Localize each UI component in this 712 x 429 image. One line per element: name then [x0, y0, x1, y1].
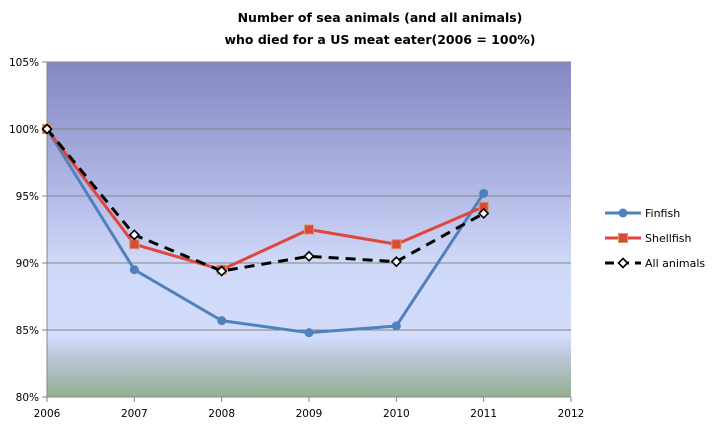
x-tick-label: 2007 [121, 408, 148, 420]
legend-item-all-animals: All animals [605, 257, 705, 270]
legend-item-finfish: Finfish [605, 207, 680, 220]
data-point-finfish [304, 328, 314, 338]
x-axis: 2006 2007 2008 2009 2010 2011 2012 [34, 396, 585, 420]
y-tick-label: 105% [9, 57, 39, 69]
data-point-all-animals [216, 265, 228, 277]
data-point-finfish [129, 265, 139, 275]
y-tick-label: 90% [16, 258, 39, 270]
legend-swatch-marker [617, 257, 629, 269]
y-tick-label: 95% [16, 191, 39, 203]
data-point-all-animals [303, 250, 315, 262]
series-all-animals [41, 123, 490, 277]
data-point-all-animals [128, 229, 140, 241]
y-tick-label: 85% [16, 325, 39, 337]
chart-title-line-1: Number of sea animals (and all animals) [238, 10, 523, 25]
series-line-all-animals [45, 128, 485, 273]
y-axis: 80% 85% 90% 95% 100% 105% [9, 57, 48, 404]
data-point-shellfish [304, 224, 314, 235]
legend-swatch-marker [618, 233, 628, 243]
data-point-shellfish [129, 239, 140, 250]
data-point-shellfish [391, 239, 402, 250]
legend-item-shellfish: Shellfish [605, 232, 691, 245]
x-tick-label: 2008 [208, 408, 235, 420]
data-point-finfish [217, 316, 227, 326]
x-tick-label: 2009 [296, 408, 323, 420]
legend-swatch-marker [618, 208, 628, 218]
legend: Finfish Shellfish All animals [605, 207, 705, 270]
y-tick-label: 100% [9, 124, 39, 136]
x-tick-label: 2012 [558, 408, 585, 420]
legend-label: Finfish [645, 207, 680, 220]
data-point-all-animals [478, 207, 490, 220]
x-tick-label: 2006 [34, 408, 61, 420]
data-point-finfish [479, 188, 489, 198]
x-tick-label: 2011 [470, 408, 497, 420]
legend-label: Shellfish [645, 232, 691, 245]
series-line-shellfish [45, 128, 485, 272]
series-layer [41, 123, 490, 338]
legend-label: All animals [645, 257, 705, 270]
y-tick-label: 80% [16, 392, 39, 404]
data-point-all-animals [390, 256, 402, 268]
data-point-finfish [391, 321, 401, 331]
x-tick-label: 2010 [383, 408, 410, 420]
chart-title-line-2: who died for a US meat eater(2006 = 100%… [224, 32, 535, 47]
data-point-all-animals [41, 123, 53, 135]
series-line-finfish [45, 128, 485, 335]
